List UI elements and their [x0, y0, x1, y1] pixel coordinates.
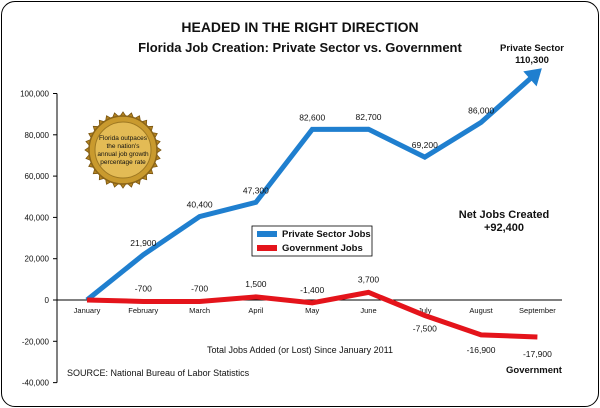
- data-label-private: 47,300: [243, 185, 269, 195]
- data-label-private: 86,000: [468, 105, 494, 115]
- x-axis-title: Total Jobs Added (or Lost) Since January…: [207, 345, 393, 355]
- data-label-private: 69,200: [412, 140, 438, 150]
- data-labels: 21,900 40,400 47,300 82,600 82,700 69,200 86,0…: [130, 105, 552, 359]
- seal-text-line-3: annual job growth: [97, 151, 149, 158]
- y-tick-label: 60,000: [25, 172, 50, 181]
- y-tick-label: 20,000: [25, 255, 50, 264]
- x-tick-label: August: [469, 306, 493, 315]
- y-tick-label: 0: [45, 296, 50, 305]
- seal-text-line-1: Florida outpaces: [99, 135, 148, 142]
- legend-label-government: Government Jobs: [282, 243, 363, 254]
- x-tick-label: September: [519, 306, 556, 315]
- legend-swatch-government: [257, 245, 277, 251]
- series-line-private-sector: [85, 76, 533, 302]
- net-jobs-label: Net Jobs Created: [459, 209, 549, 221]
- y-axis-ticks: 100,000 80,000 60,000 40,000 20,000 0 -20,000 -…: [20, 90, 57, 388]
- x-tick-label: February: [128, 306, 158, 315]
- legend-swatch-private: [257, 231, 277, 237]
- x-tick-label: April: [248, 306, 263, 315]
- y-tick-label: -20,000: [22, 337, 50, 346]
- x-tick-label: January: [74, 306, 101, 315]
- end-label-private-line-1: Private Sector: [500, 43, 564, 54]
- x-tick-label: May: [305, 306, 319, 315]
- chart-title: HEADED IN THE RIGHT DIRECTION: [181, 19, 418, 35]
- data-label-government: -7,500: [413, 323, 437, 333]
- seal-text-line-2: the nation's: [106, 143, 140, 150]
- y-tick-label: 100,000: [20, 90, 49, 99]
- series-arrowhead-private-sector: [523, 68, 542, 87]
- legend-label-private: Private Sector Jobs: [282, 229, 371, 240]
- y-tick-label: 80,000: [25, 131, 50, 140]
- x-axis-ticks: January February March April May June July Augu…: [74, 306, 557, 315]
- y-tick-label: -40,000: [22, 379, 50, 388]
- end-label-private-line-2: 110,300: [515, 55, 549, 66]
- data-label-government: -17,900: [523, 349, 552, 359]
- data-label-government: -700: [135, 283, 152, 293]
- series-lines: [85, 68, 542, 340]
- y-tick-label: 40,000: [25, 213, 50, 222]
- data-label-private: 82,700: [356, 112, 382, 122]
- data-label-government: -700: [191, 283, 208, 293]
- data-label-private: 21,900: [130, 238, 156, 248]
- x-tick-label: July: [418, 306, 432, 315]
- data-label-government: -16,900: [467, 345, 496, 355]
- data-label-private: 40,400: [187, 200, 213, 210]
- data-label-private: 82,600: [299, 112, 325, 122]
- data-label-government: 3,700: [358, 274, 380, 284]
- x-tick-label: June: [360, 306, 376, 315]
- net-jobs-value: +92,400: [484, 222, 524, 234]
- data-label-government: -1,400: [300, 285, 324, 295]
- chart-subtitle: Florida Job Creation: Private Sector vs.…: [138, 40, 462, 55]
- x-tick-label: March: [189, 306, 210, 315]
- seal-text-line-4: percentage rate: [100, 159, 146, 166]
- series-line-government: [86, 289, 538, 340]
- legend: Private Sector Jobs Government Jobs: [251, 225, 373, 257]
- seal-badge: Florida outpaces the nation's annual job…: [84, 111, 162, 189]
- source-note: SOURCE: National Bureau of Labor Statist…: [67, 368, 250, 378]
- data-label-government: 1,500: [245, 279, 267, 289]
- end-label-government: Government: [506, 365, 563, 376]
